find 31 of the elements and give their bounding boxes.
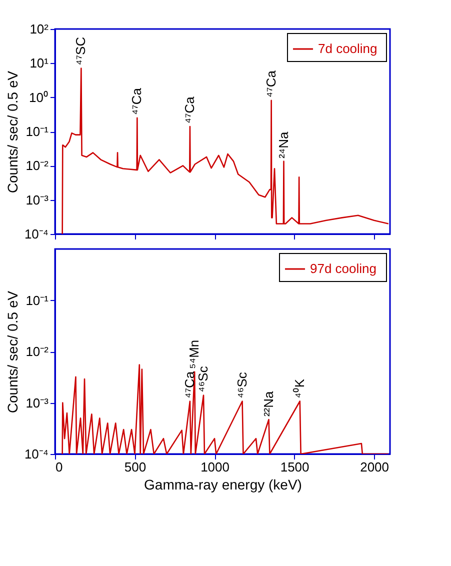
annotation: ⁴⁶Sc [234,372,250,398]
legend-label: 7d cooling [318,41,378,56]
annotation: ²²Na [260,390,276,417]
y-tick-label: 10⁻² [26,158,50,174]
annotation: ²⁴Na [276,131,291,158]
y-axis-title: Counts/ sec/ 0.5 eV [4,290,20,414]
y-tick-label: 10⁻⁴ [24,446,48,462]
y-axis-title: Counts/ sec/ 0.5 eV [4,70,20,194]
legend-label: 97d cooling [310,261,376,276]
x-tick-label: 2000 [360,460,390,474]
x-axis-title: Gamma-ray energy (keV) [144,476,302,492]
x-tick-label: 1000 [200,460,230,474]
y-tick-label: 10⁻³ [26,395,50,410]
y-tick-label: 10⁻² [26,344,50,359]
line-series [62,68,390,234]
annotation: ⁴⁷Ca [182,370,197,398]
annotation: ⁴⁰K [292,378,307,398]
y-tick-label: 10⁰ [29,90,48,105]
annotation: ⁴⁷SC [73,36,88,66]
x-tick-label: 0 [56,460,63,474]
annotation: ⁴⁷Ca [263,70,278,98]
y-tick-label: 10⁻³ [26,192,50,208]
y-tick-label: 10¹ [30,56,50,71]
y-tick-label: 10² [30,22,50,36]
y-tick-label: 10⁻⁴ [24,226,48,242]
x-tick-label: 1500 [280,460,310,474]
annotation: ⁴⁷Ca [129,87,144,115]
y-tick-label: 10⁻¹ [26,124,50,139]
y-tick-label: 10⁻¹ [26,292,50,308]
x-tick-label: 500 [124,460,146,474]
annotation: ⁴⁷Ca [182,96,197,124]
